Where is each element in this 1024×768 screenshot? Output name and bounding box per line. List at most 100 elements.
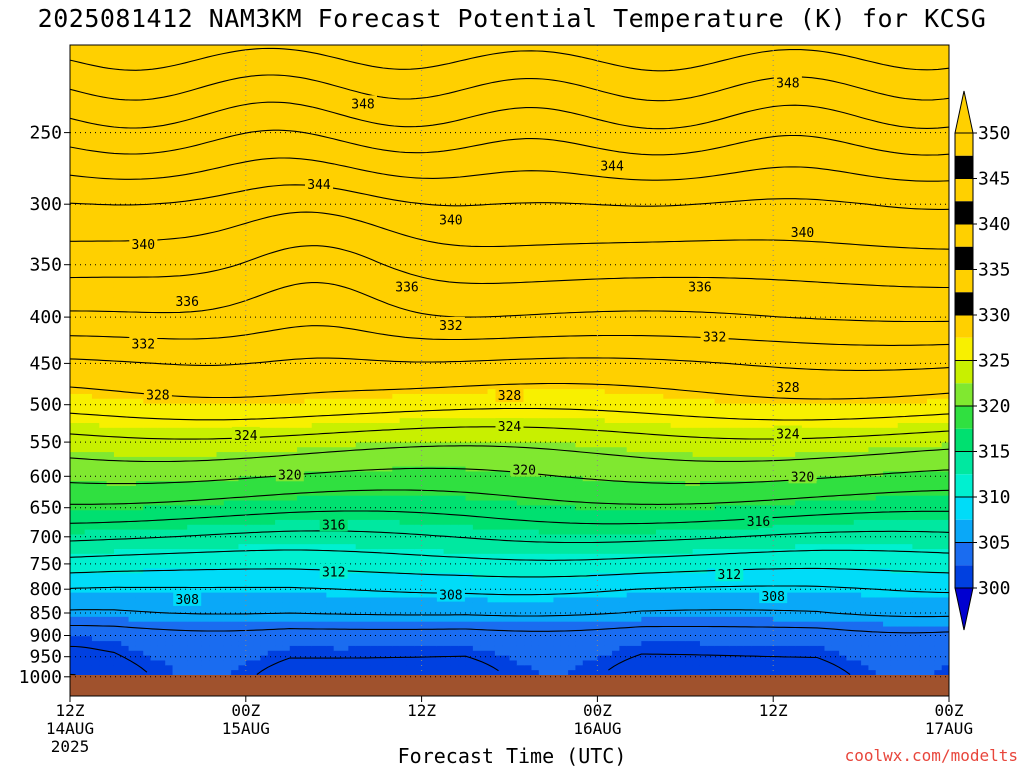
theta-cell [128,505,137,511]
theta-cell [319,316,327,322]
theta-cell [157,74,166,80]
theta-cell [304,486,313,492]
theta-cell [113,403,122,410]
theta-cell [84,360,93,366]
theta-cell [297,137,305,143]
theta-cell [143,132,152,138]
theta-cell [106,98,115,104]
theta-cell [311,54,320,61]
theta-cell [106,573,115,579]
theta-cell [179,355,188,361]
theta-cell [172,224,181,230]
theta-cell [304,219,313,225]
theta-cell [172,355,181,361]
theta-cell [289,495,298,502]
theta-cell [245,495,254,502]
theta-cell [326,587,335,594]
theta-cell [238,423,247,429]
theta-cell [311,219,320,225]
theta-cell [187,413,196,419]
theta-cell [253,287,262,293]
theta-cell [267,166,276,172]
theta-cell [113,461,122,468]
theta-cell [187,519,196,526]
theta-cell [319,374,327,380]
theta-cell [333,553,342,560]
theta-cell [216,524,225,531]
theta-cell [121,466,130,473]
theta-cell [253,495,262,502]
theta-cell [209,185,218,191]
theta-cell [223,660,232,666]
theta-cell [341,505,349,511]
theta-cell [223,597,232,603]
theta-cell [121,137,130,143]
theta-cell [172,500,181,506]
theta-cell [135,597,144,603]
theta-cell [70,393,78,400]
theta-cell [106,330,115,337]
theta-cell [128,103,137,109]
theta-cell [289,161,298,167]
theta-cell [245,277,254,284]
theta-cell [216,326,225,332]
theta-cell [77,258,86,264]
theta-cell [194,437,203,443]
theta-cell [231,59,240,65]
theta-cell [84,466,93,473]
theta-cell [260,403,269,410]
theta-cell [304,621,313,628]
theta-cell [253,69,262,75]
theta-cell [282,45,291,51]
theta-cell [282,88,291,95]
theta-cell [143,534,152,540]
theta-cell [216,54,225,61]
theta-cell [201,64,210,70]
theta-cell [106,287,115,293]
theta-cell [289,171,298,177]
theta-cell [238,650,247,657]
theta-cell [223,258,232,264]
theta-cell [113,229,122,235]
theta-cell [150,636,159,642]
theta-cell [245,626,254,632]
theta-cell [172,185,181,191]
theta-cell [311,490,320,497]
theta-cell [165,456,174,463]
theta-cell [84,292,93,298]
theta-cell [187,481,196,487]
theta-cell [275,321,284,327]
theta-cell [106,408,115,414]
theta-cell [304,253,313,259]
theta-cell [77,45,86,51]
theta-cell [128,374,137,380]
theta-cell [275,292,284,298]
theta-cell [282,616,291,623]
theta-cell [297,103,305,109]
theta-cell [84,200,93,206]
theta-cell [143,127,152,133]
theta-cell [223,544,232,550]
theta-cell [121,374,130,380]
theta-cell [267,461,276,468]
theta-cell [179,461,188,468]
theta-cell [238,360,247,366]
theta-cell [143,282,152,288]
theta-cell [319,108,327,114]
theta-cell [267,108,276,114]
theta-cell [341,418,349,424]
theta-cell [238,54,247,61]
theta-cell [77,316,86,322]
theta-cell [216,408,225,414]
theta-cell [143,490,152,497]
theta-cell [245,670,254,676]
theta-cell [289,393,298,400]
theta-cell [121,267,130,274]
theta-cell [297,568,305,574]
theta-cell [165,122,174,128]
theta-cell [113,558,122,565]
theta-cell [297,631,305,637]
theta-cell [128,437,137,443]
theta-cell [91,311,100,317]
theta-cell [238,171,247,177]
